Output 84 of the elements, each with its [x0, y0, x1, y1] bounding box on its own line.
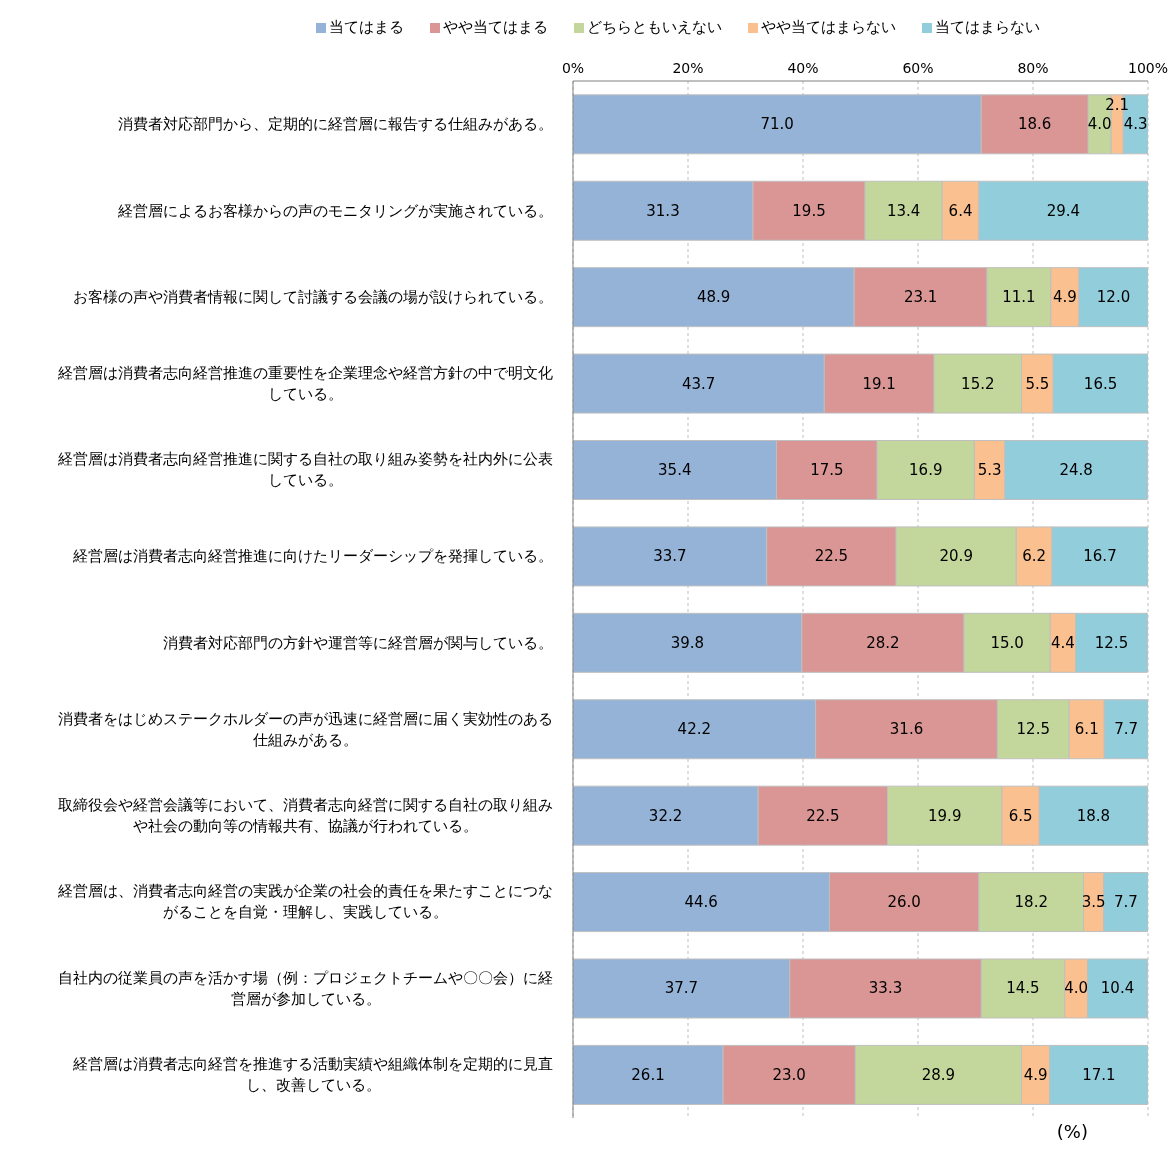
y-tick-label: 経営層によるお客様からの声のモニタリングが実施されている。 [117, 201, 553, 220]
data-label: 4.9 [1023, 1065, 1048, 1084]
data-label: 16.5 [1083, 374, 1118, 393]
y-tick-label: 経営層は消費者志向経営推進の重要性を企業理念や経営方針の中で明文化している。 [57, 363, 553, 403]
data-label: 35.4 [658, 460, 692, 479]
data-label: 2.1 [1105, 95, 1130, 114]
data-label: 26.0 [887, 893, 921, 912]
data-label: 12.5 [1016, 720, 1050, 739]
y-tick-label: 自社内の従業員の声を活かす場（例：プロジェクトチームや〇〇会）に経営層が参加している。 [58, 968, 553, 1008]
data-label: 39.8 [670, 633, 705, 652]
data-label: 17.1 [1082, 1065, 1116, 1084]
y-tick-label: 消費者対応部門から、定期的に経営層に報告する仕組みがある。 [118, 115, 553, 134]
data-label: 42.2 [677, 720, 712, 739]
data-label: 28.2 [866, 633, 900, 652]
data-label: 5.3 [977, 460, 1002, 479]
data-label: 26.1 [631, 1065, 665, 1084]
data-label: 16.9 [909, 460, 943, 479]
data-label: 4.0 [1064, 979, 1089, 998]
data-label: 4.0 [1087, 115, 1112, 134]
data-label: 6.4 [948, 201, 973, 220]
y-tick-label: 消費者対応部門の方針や運営等に経営層が関与している。 [163, 633, 553, 652]
data-label: 12.5 [1094, 633, 1129, 652]
data-label: 18.2 [1014, 893, 1048, 912]
data-label: 28.9 [921, 1065, 956, 1084]
y-tick-label: 取締役会や経営会議等において、消費者志向経営に関する自社の取り組みや社会の動向等の情報共有、協議が行われている。 [58, 796, 553, 836]
data-label: 5.5 [1025, 374, 1050, 393]
data-label: 16.7 [1083, 547, 1117, 566]
data-label: 33.3 [868, 979, 903, 998]
data-label: 20.9 [939, 547, 973, 566]
data-label: 22.5 [806, 806, 840, 825]
data-label: 11.1 [1002, 288, 1036, 307]
data-label: 12.0 [1096, 288, 1131, 307]
data-label: 6.2 [1022, 547, 1047, 566]
y-tick-label: 経営層は、消費者志向経営の実践が企業の社会的責任を果たすことにつながることを自覚・理解し、実践している。 [57, 882, 553, 922]
data-label: 23.1 [903, 288, 938, 307]
x-tick-label: 60% [902, 60, 934, 76]
data-label: 6.1 [1074, 720, 1099, 739]
data-label: 43.7 [681, 374, 716, 393]
data-label: 13.4 [886, 201, 921, 220]
x-tick-label: 40% [787, 60, 819, 76]
x-tick-label: 0% [561, 60, 585, 76]
x-tick-label: 80% [1017, 60, 1049, 76]
data-label: 4.3 [1123, 115, 1148, 134]
data-label: 44.6 [684, 893, 718, 912]
data-label: 18.6 [1018, 115, 1052, 134]
data-label: 19.1 [862, 374, 896, 393]
data-label: 48.9 [696, 288, 731, 307]
data-label: 7.7 [1113, 893, 1138, 912]
text: (%) [1056, 1121, 1088, 1142]
data-label: 10.4 [1100, 979, 1135, 998]
data-label: 19.5 [792, 201, 826, 220]
data-label: 19.9 [928, 806, 962, 825]
data-label: 18.8 [1076, 806, 1111, 825]
x-tick-label: 100% [1127, 60, 1169, 76]
data-label: 4.4 [1050, 633, 1075, 652]
y-tick-label: 経営層は消費者志向経営推進に向けたリーダーシップを発揮している。 [72, 547, 553, 566]
data-label: 15.0 [990, 633, 1024, 652]
data-label: 29.4 [1046, 201, 1081, 220]
data-label: 71.0 [760, 115, 794, 134]
legend-label: やや当てはまる [443, 18, 548, 37]
y-tick-label: 経営層は消費者志向経営推進に関する自社の取り組み姿勢を社内外に公表している。 [57, 450, 553, 490]
legend-label: やや当てはまらない [761, 18, 896, 37]
legend-label: 当てはまらない [935, 18, 1040, 37]
data-label: 32.2 [648, 806, 683, 825]
data-label: 7.7 [1114, 720, 1139, 739]
data-label: 24.8 [1059, 460, 1093, 479]
legend-label: 当てはまる [329, 18, 404, 37]
data-label: 3.5 [1081, 893, 1106, 912]
data-label: 14.5 [1006, 979, 1040, 998]
data-label: 22.5 [814, 547, 849, 566]
data-label: 15.2 [961, 374, 995, 393]
data-label: 37.7 [664, 979, 699, 998]
y-tick-label: 消費者をはじめステークホルダーの声が迅速に経営層に届く実効性のある仕組みがある。 [58, 709, 553, 749]
data-label: 6.5 [1008, 806, 1033, 825]
data-label: 31.3 [646, 201, 680, 220]
data-label: 31.6 [889, 720, 924, 739]
x-tick-label: 20% [672, 60, 704, 76]
data-label: 33.7 [653, 547, 687, 566]
data-label: 4.9 [1052, 288, 1077, 307]
y-tick-label: お客様の声や消費者情報に関して討議する会議の場が設けられている。 [73, 288, 553, 307]
data-label: 17.5 [810, 460, 844, 479]
y-tick-label: 経営層は消費者志向経営を推進する活動実績や組織体制を定期的に見直し、改善している。 [72, 1055, 553, 1095]
legend-label: どちらともいえない [587, 18, 722, 37]
data-label: 23.0 [772, 1065, 806, 1084]
